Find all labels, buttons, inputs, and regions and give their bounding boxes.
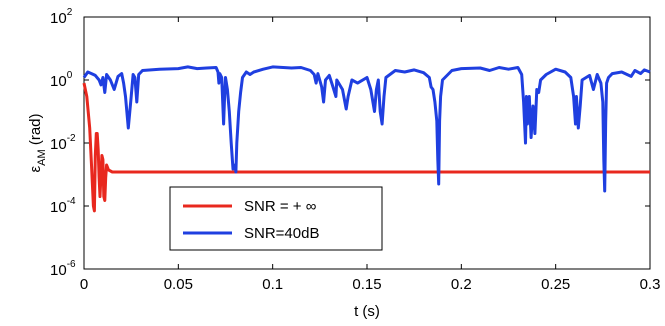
- y-axis-label-subscript: AM: [36, 149, 48, 166]
- y-tick-label: 10-6: [50, 259, 76, 279]
- y-tick-label: 100: [50, 70, 73, 90]
- legend-label-snr-40db: SNR=40dB: [244, 225, 319, 242]
- legend-label-snr-inf: SNR = + ∞: [244, 198, 317, 215]
- ticks-layer: 0 0.05 0.1 0.15 0.2 0.25 0.3 10-6 10-4 10-2 100 102: [50, 7, 660, 293]
- series-line-0: [82, 82, 650, 213]
- x-tick-label: 0.25: [541, 276, 570, 293]
- x-tick-label: 0.2: [451, 276, 472, 293]
- y-tick-label: 10-4: [50, 196, 76, 216]
- series-layer: [82, 65, 651, 213]
- legend: SNR = + ∞ SNR=40dB: [169, 186, 383, 251]
- x-axis-label: t (s): [354, 303, 380, 320]
- x-tick-label: 0.15: [352, 276, 381, 293]
- y-axis-label-unit: (rad): [27, 113, 44, 149]
- x-tick-label: 0.05: [164, 276, 193, 293]
- x-tick-label: 0: [80, 276, 88, 293]
- y-tick-label: 10-2: [50, 133, 76, 153]
- x-tick-label: 0.1: [262, 276, 283, 293]
- y-axis-label: εAM (rad): [27, 113, 48, 172]
- legend-box: [169, 186, 383, 251]
- y-axis-label-symbol: ε: [27, 166, 44, 173]
- y-tick-label: 102: [50, 7, 73, 27]
- x-tick-label: 0.3: [640, 276, 661, 293]
- series-line-1: [82, 65, 651, 193]
